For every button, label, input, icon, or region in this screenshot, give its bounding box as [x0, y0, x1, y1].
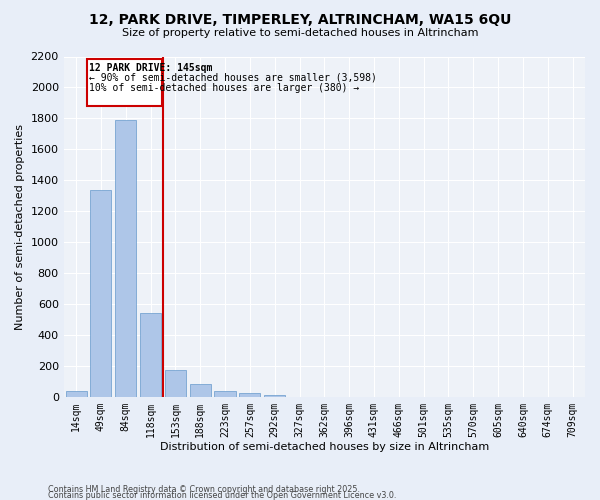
Y-axis label: Number of semi-detached properties: Number of semi-detached properties: [15, 124, 25, 330]
Text: Contains public sector information licensed under the Open Government Licence v3: Contains public sector information licen…: [48, 491, 397, 500]
Text: Size of property relative to semi-detached houses in Altrincham: Size of property relative to semi-detach…: [122, 28, 478, 38]
FancyBboxPatch shape: [86, 59, 162, 106]
Bar: [190, 384, 211, 397]
Bar: [239, 393, 260, 397]
Bar: [91, 190, 112, 397]
X-axis label: Distribution of semi-detached houses by size in Altrincham: Distribution of semi-detached houses by …: [160, 442, 489, 452]
Bar: [65, 392, 86, 397]
Text: 12, PARK DRIVE, TIMPERLEY, ALTRINCHAM, WA15 6QU: 12, PARK DRIVE, TIMPERLEY, ALTRINCHAM, W…: [89, 12, 511, 26]
Bar: [214, 392, 236, 397]
Text: 12 PARK DRIVE: 145sqm: 12 PARK DRIVE: 145sqm: [89, 62, 212, 72]
Text: Contains HM Land Registry data © Crown copyright and database right 2025.: Contains HM Land Registry data © Crown c…: [48, 485, 360, 494]
Bar: [264, 394, 285, 397]
Bar: [115, 120, 136, 397]
Bar: [140, 312, 161, 397]
Text: ← 90% of semi-detached houses are smaller (3,598): ← 90% of semi-detached houses are smalle…: [89, 72, 377, 83]
Text: 10% of semi-detached houses are larger (380) →: 10% of semi-detached houses are larger (…: [89, 83, 359, 93]
Bar: [165, 370, 186, 397]
